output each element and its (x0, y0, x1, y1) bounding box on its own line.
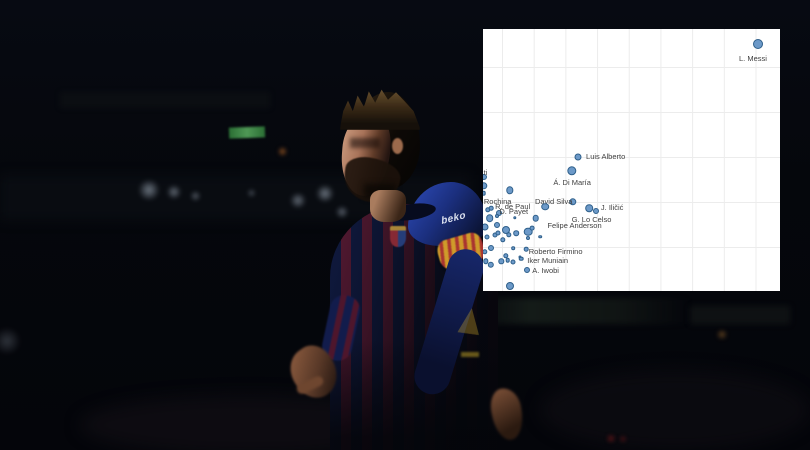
scatter-point (488, 245, 495, 252)
scatter-point (593, 207, 600, 214)
scatter-point (496, 209, 503, 216)
scatter-point (483, 249, 488, 255)
scatter-point (493, 221, 500, 228)
crowd-blob-right (540, 370, 810, 450)
bokeh-light (0, 328, 22, 354)
scatter-point (567, 166, 577, 176)
scatter-point (483, 190, 487, 196)
point-label: G. Lo Celso (571, 215, 612, 225)
scatter-point (483, 258, 489, 264)
bokeh-light (166, 185, 182, 199)
point-label: Roberto Firmino (528, 247, 583, 257)
ear (392, 138, 403, 154)
scatter-point (518, 256, 524, 261)
scatter-point (495, 230, 501, 236)
point-label: D. Payet (499, 207, 529, 217)
neck (370, 190, 406, 222)
scatter-point (492, 232, 498, 238)
point-label: Á. Di María (553, 178, 591, 188)
brow-shadow (350, 138, 380, 148)
scatter-point (753, 38, 764, 49)
point-label: J. Iličić (600, 203, 624, 213)
scatter-point (569, 198, 577, 206)
scatter-point (487, 261, 495, 269)
point-label: A. Iwobi (532, 266, 559, 276)
scatter-point (505, 232, 512, 238)
scatter-point (541, 203, 549, 211)
scatter-point (505, 257, 510, 263)
scatter-point (506, 282, 515, 291)
scatter-point (494, 214, 499, 219)
scatter-point (529, 225, 535, 231)
shirt-side-text-smudge (461, 352, 479, 357)
scatter-point (523, 246, 529, 252)
scatter-plot: L. Messi Luis Alberto Á. Di María David Sil… (483, 29, 780, 291)
adboard-upper (60, 92, 270, 108)
orange-light (278, 147, 287, 156)
bokeh-light (289, 193, 307, 208)
scatter-point (498, 258, 504, 264)
scatter-point (513, 216, 517, 220)
point-label: R. de Paul (495, 201, 531, 211)
scatter-point (485, 214, 494, 223)
scatter-point (513, 230, 519, 236)
warm-light (716, 330, 728, 339)
club-crest (390, 226, 406, 247)
bokeh-light (247, 189, 256, 197)
scatter-point (483, 174, 487, 181)
point-label: Iker Muniain (527, 256, 569, 266)
scatter-point (574, 153, 582, 161)
scatter-point (523, 266, 530, 273)
scatter-point (585, 204, 593, 212)
scatter-point (538, 234, 542, 239)
point-label: David Silva (534, 197, 573, 207)
scatter-point (532, 215, 539, 222)
scatter-point (483, 223, 489, 231)
scatter-point (484, 234, 490, 240)
point-label: Felipe Anderson (547, 220, 602, 230)
adboard-right (690, 306, 790, 324)
scatter-point (526, 236, 531, 241)
point-label: Rochina (483, 196, 512, 206)
scatter-point (510, 259, 516, 265)
scatter-point (483, 182, 488, 190)
bokeh-light (335, 206, 349, 218)
adboard-lower (460, 298, 690, 324)
point-label: ti (483, 168, 488, 178)
scatter-point (511, 246, 515, 250)
red-light (606, 435, 616, 442)
scatter-point (488, 205, 494, 211)
bokeh-light (137, 180, 161, 200)
red-light (619, 436, 627, 442)
point-label: L. Messi (739, 54, 767, 64)
bokeh-light (190, 191, 201, 201)
hair-spikes (340, 89, 420, 130)
scatter-point (506, 186, 514, 194)
scatter-point (500, 237, 506, 243)
point-label: Luis Alberto (586, 151, 626, 161)
scatter-point (523, 227, 533, 236)
bokeh-light (315, 185, 335, 202)
